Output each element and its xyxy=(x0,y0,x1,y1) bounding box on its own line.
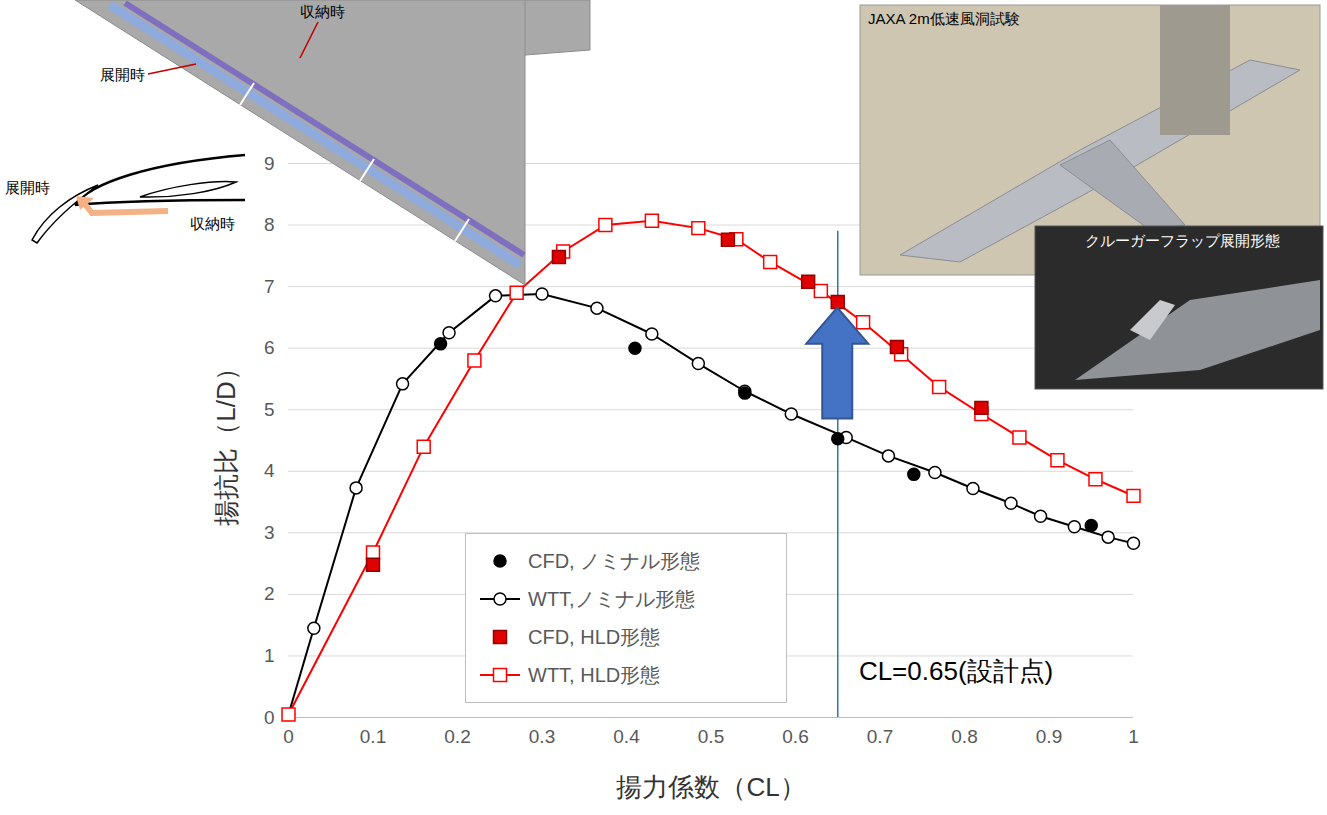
svg-text:0: 0 xyxy=(264,707,275,728)
html-text:CFD, HLD形態: CFD, HLD形態 xyxy=(528,625,661,648)
svg-text:2: 2 xyxy=(264,583,275,604)
svg-text:0.2: 0.2 xyxy=(444,726,470,747)
svg-text:9: 9 xyxy=(264,153,275,174)
svg-text:1: 1 xyxy=(1128,726,1139,747)
svg-text:0.5: 0.5 xyxy=(698,726,724,747)
svg-text:1: 1 xyxy=(264,645,275,666)
svg-text:6: 6 xyxy=(264,337,275,358)
html-text:WTT, HLD形態: WTT, HLD形態 xyxy=(528,663,661,686)
svg-text:CL=0.65(設計点): CL=0.65(設計点) xyxy=(859,656,1053,686)
svg-text:0.7: 0.7 xyxy=(867,726,893,747)
svg-text:揚力係数（CL）: 揚力係数（CL） xyxy=(616,772,805,802)
html-text:WTT,ノミナル形態: WTT,ノミナル形態 xyxy=(528,587,695,610)
svg-text:5: 5 xyxy=(264,399,275,420)
svg-text:4: 4 xyxy=(264,460,275,481)
svg-text:クルーガーフラップ展開形態: クルーガーフラップ展開形態 xyxy=(1085,232,1280,249)
svg-text:0.8: 0.8 xyxy=(951,726,977,747)
svg-text:7: 7 xyxy=(264,276,275,297)
svg-text:0.6: 0.6 xyxy=(782,726,808,747)
svg-text:0.3: 0.3 xyxy=(529,726,555,747)
svg-text:展開時: 展開時 xyxy=(5,179,50,196)
svg-text:8: 8 xyxy=(264,214,275,235)
svg-text:収納時: 収納時 xyxy=(300,3,345,20)
svg-text:収納時: 収納時 xyxy=(190,215,235,232)
svg-text:揚抗比（L/D）: 揚抗比（L/D） xyxy=(211,355,241,525)
svg-text:0.4: 0.4 xyxy=(613,726,640,747)
svg-text:0: 0 xyxy=(283,726,294,747)
svg-text:展開時: 展開時 xyxy=(100,66,145,83)
html-text:CFD, ノミナル形態: CFD, ノミナル形態 xyxy=(528,549,701,572)
svg-text:0.1: 0.1 xyxy=(360,726,386,747)
svg-text:3: 3 xyxy=(264,522,275,543)
svg-text:JAXA 2m低速風洞試験: JAXA 2m低速風洞試験 xyxy=(868,10,1020,27)
svg-text:0.9: 0.9 xyxy=(1036,726,1062,747)
